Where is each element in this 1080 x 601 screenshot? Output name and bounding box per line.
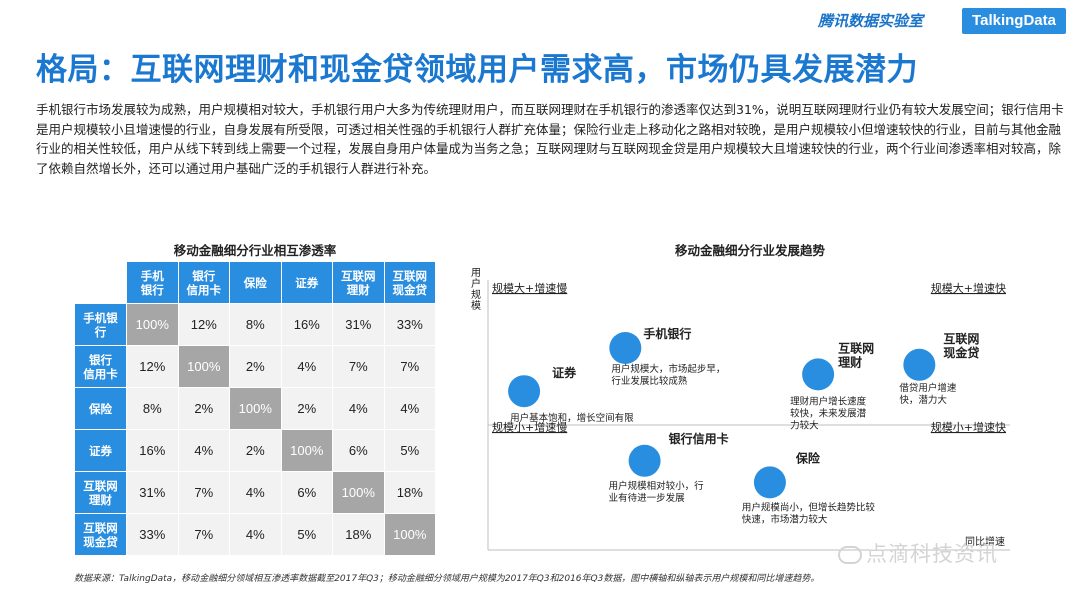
watermark: 点滴科技资讯: [838, 538, 998, 568]
matrix-cell: 2%: [230, 430, 281, 471]
point-note: 理财用户增长速度较快，未来发展潜力较大: [790, 395, 867, 431]
point-marker: [903, 348, 936, 381]
matrix-cell: 5%: [281, 514, 332, 555]
matrix-cell: 100%: [384, 514, 435, 555]
matrix-cell: 7%: [384, 346, 435, 387]
matrix-cell: 18%: [384, 472, 435, 513]
wechat-icon: [838, 546, 862, 564]
matrix-row-header-5: 互联网 现金贷: [75, 514, 126, 555]
point-note: 用户规模尚小，但增长趋势比较快速，市场潜力较大: [742, 501, 876, 525]
matrix-cell: 4%: [281, 346, 332, 387]
point-marker: [802, 358, 835, 391]
matrix-cell: 12%: [178, 304, 229, 345]
point-label: 保险: [795, 450, 821, 465]
summary-paragraph: 手机银行市场发展较为成熟，用户规模相对较大，手机银行用户大多为传统理财用户，而互…: [36, 102, 1064, 176]
point-marker: [753, 466, 786, 499]
brand-tencent-lab: 腾讯数据实验室: [818, 12, 924, 30]
point-label: 互联网现金贷: [943, 332, 979, 360]
point-marker: [508, 375, 541, 408]
matrix-col-header-0: 手机 银行: [127, 262, 178, 303]
point-note: 用户基本饱和，增长空间有限: [510, 412, 634, 424]
matrix-cell: 100%: [333, 472, 384, 513]
point-label: 手机银行: [643, 326, 691, 341]
y-axis-label-char: 规: [471, 288, 481, 301]
matrix-row-header-3: 证券: [75, 430, 126, 471]
matrix-col-header-3: 证券: [281, 262, 332, 303]
matrix-col-header-4: 互联网 理财: [333, 262, 384, 303]
matrix-col-header-1: 银行 信用卡: [178, 262, 229, 303]
matrix-cell: 7%: [178, 514, 229, 555]
point-note: 用户规模相对较小，行业有待进一步发展: [609, 480, 705, 504]
point-label: 证券: [552, 365, 577, 380]
matrix-cell: 100%: [281, 430, 332, 471]
y-axis-label-char: 模: [471, 300, 481, 312]
matrix-row-header-0: 手机银行: [75, 304, 126, 345]
watermark-text: 点滴科技资讯: [866, 542, 998, 566]
matrix-col-header-5: 互联网 现金贷: [384, 262, 435, 303]
matrix-cell: 7%: [333, 346, 384, 387]
matrix-cell: 100%: [127, 304, 178, 345]
matrix-cell: 7%: [178, 472, 229, 513]
matrix-cell: 2%: [178, 388, 229, 429]
brand-talkingdata-logo: TalkingData: [962, 8, 1066, 34]
matrix-cell: 100%: [178, 346, 229, 387]
matrix-row-header-4: 互联网 理财: [75, 472, 126, 513]
matrix-cell: 4%: [384, 388, 435, 429]
quadrant-label-1: 规模大+增速快: [931, 281, 1006, 295]
matrix-cell: 4%: [178, 430, 229, 471]
point-note: 借贷用户增速快，潜力大: [899, 382, 957, 406]
matrix-cell: 8%: [127, 388, 178, 429]
matrix-row-header-2: 保险: [75, 388, 126, 429]
matrix-cell: 4%: [230, 472, 281, 513]
matrix-cell: 5%: [384, 430, 435, 471]
quadrant-label-3: 规模小+增速快: [931, 420, 1006, 434]
matrix-cell: 12%: [127, 346, 178, 387]
matrix-col-header-2: 保险: [230, 262, 281, 303]
matrix-cell: 16%: [127, 430, 178, 471]
penetration-matrix: 手机 银行 银行 信用卡 保险 证券 互联网 理财 互联网 现金贷 手机银行 100% 12% 8% 16%…: [75, 262, 435, 555]
matrix-corner: [75, 262, 126, 303]
quadrant-label-2: 规模小+增速慢: [492, 420, 567, 434]
x-axis-label: 同比增速: [965, 535, 1005, 548]
matrix-cell: 4%: [333, 388, 384, 429]
matrix-row-header-1: 银行 信用卡: [75, 346, 126, 387]
matrix-cell: 6%: [333, 430, 384, 471]
quadrant-chart-title: 移动金融细分行业发展趋势: [674, 243, 825, 258]
matrix-cell: 33%: [127, 514, 178, 555]
matrix-title: 移动金融细分行业相互渗透率: [173, 243, 337, 258]
page-title: 格局：互联网理财和现金贷领域用户需求高，市场仍具发展潜力: [36, 52, 918, 88]
matrix-cell: 33%: [384, 304, 435, 345]
matrix-cell: 8%: [230, 304, 281, 345]
point-label: 银行信用卡: [669, 431, 729, 446]
point-note: 用户规模大，市场起步早，行业发展比较成熟: [611, 363, 725, 387]
matrix-cell: 6%: [281, 472, 332, 513]
matrix-cell: 2%: [281, 388, 332, 429]
quadrant-label-0: 规模大+增速慢: [492, 281, 567, 295]
y-axis-label-char: 户: [471, 277, 481, 290]
matrix-cell: 2%: [230, 346, 281, 387]
point-marker: [609, 332, 642, 364]
matrix-cell: 16%: [281, 304, 332, 345]
y-axis-label-char: 用: [471, 268, 481, 279]
matrix-cell: 18%: [333, 514, 384, 555]
point-label: 互联网理财: [838, 341, 874, 369]
matrix-cell: 31%: [127, 472, 178, 513]
matrix-cell: 100%: [230, 388, 281, 429]
matrix-cell: 4%: [230, 514, 281, 555]
footnote: 数据来源：TalkingData，移动金融细分领域相互渗透率数据截至2017年Q…: [74, 574, 820, 584]
point-marker: [628, 444, 661, 477]
matrix-cell: 31%: [333, 304, 384, 345]
